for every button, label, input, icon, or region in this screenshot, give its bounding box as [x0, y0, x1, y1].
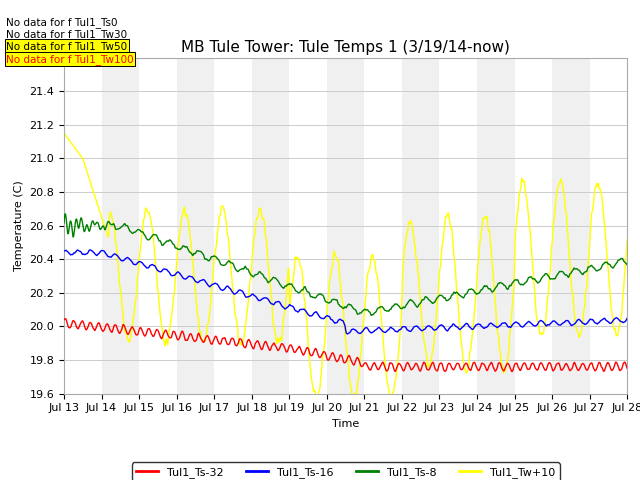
Bar	[252, 58, 289, 394]
Bar	[552, 58, 589, 394]
Text: No data for f Tul1_Tw50: No data for f Tul1_Tw50	[6, 41, 127, 52]
Text: No data for f Tul1_Ts0: No data for f Tul1_Ts0	[6, 17, 118, 28]
Bar	[440, 58, 477, 394]
Bar	[102, 58, 139, 394]
Bar	[477, 58, 515, 394]
Text: No data for f Tul1_Tw100: No data for f Tul1_Tw100	[6, 54, 134, 65]
Y-axis label: Temperature (C): Temperature (C)	[14, 180, 24, 271]
Bar	[64, 58, 102, 394]
Bar	[515, 58, 552, 394]
Bar	[589, 58, 627, 394]
Title: MB Tule Tower: Tule Temps 1 (3/19/14-now): MB Tule Tower: Tule Temps 1 (3/19/14-now…	[181, 40, 510, 55]
Bar	[139, 58, 177, 394]
Bar	[327, 58, 364, 394]
Bar	[364, 58, 402, 394]
Bar	[402, 58, 440, 394]
Legend: Tul1_Ts-32, Tul1_Ts-16, Tul1_Ts-8, Tul1_Tw+10: Tul1_Ts-32, Tul1_Ts-16, Tul1_Ts-8, Tul1_…	[132, 462, 559, 480]
Bar	[214, 58, 252, 394]
Bar	[289, 58, 327, 394]
X-axis label: Time: Time	[332, 419, 359, 429]
Bar	[177, 58, 214, 394]
Text: No data for f Tul1_Tw30: No data for f Tul1_Tw30	[6, 29, 127, 40]
